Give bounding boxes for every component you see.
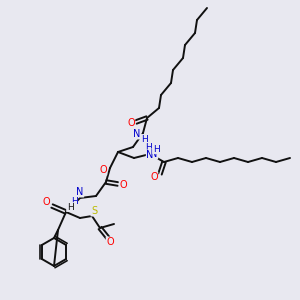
Text: H: H: [146, 143, 152, 152]
Text: O: O: [106, 237, 114, 247]
Text: H: H: [153, 145, 159, 154]
Text: H: H: [141, 134, 147, 143]
Text: N: N: [146, 150, 154, 160]
Text: O: O: [150, 172, 158, 182]
Text: H: H: [67, 202, 73, 211]
Text: N: N: [76, 187, 84, 197]
Text: N: N: [150, 149, 158, 159]
Text: O: O: [42, 197, 50, 207]
Text: H: H: [70, 196, 77, 206]
Text: O: O: [127, 118, 135, 128]
Text: O: O: [119, 180, 127, 190]
Text: S: S: [91, 206, 97, 216]
Text: N: N: [133, 129, 141, 139]
Text: O: O: [99, 165, 107, 175]
